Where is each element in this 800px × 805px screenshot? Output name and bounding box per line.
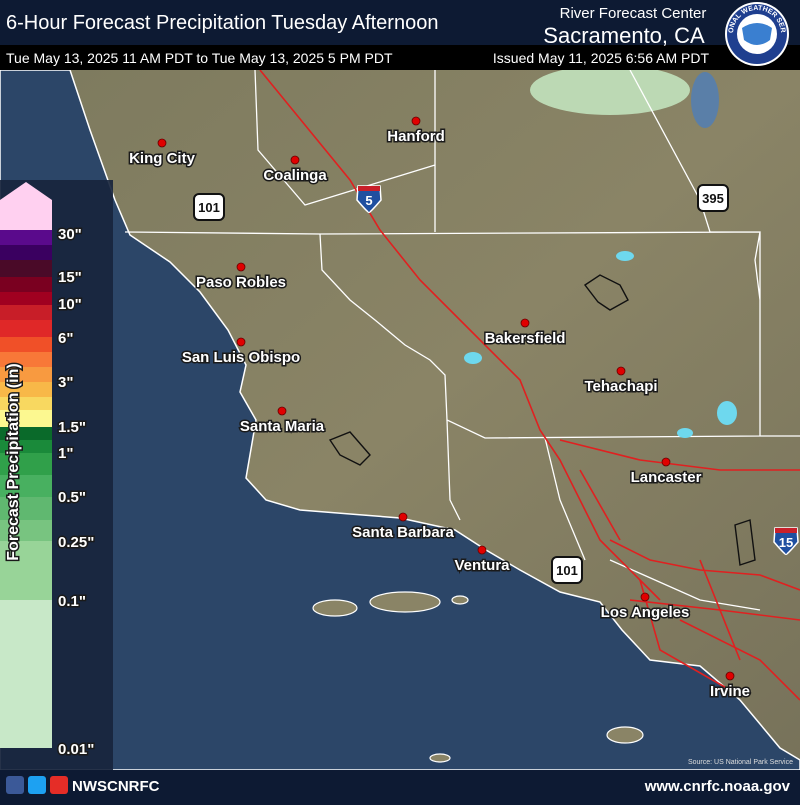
legend-label: 0.1" <box>58 593 86 610</box>
legend-swatch <box>0 292 52 305</box>
legend-swatch <box>0 260 52 277</box>
city-label: Irvine <box>710 683 750 700</box>
legend-title: Forecast Precipitation (in) <box>5 363 22 560</box>
city-dot <box>290 155 300 165</box>
shield-label: 395 <box>702 191 724 206</box>
city-dot <box>616 366 626 376</box>
interstate-band <box>358 186 380 191</box>
lakes-outline <box>328 274 756 566</box>
shield-label: 15 <box>779 535 793 550</box>
legend-swatch <box>0 427 52 440</box>
twitter-icon[interactable] <box>28 776 46 794</box>
legend-label: 6" <box>58 330 73 347</box>
legend-label: 30" <box>58 226 82 243</box>
handle[interactable]: NWSCNRFC <box>72 778 160 795</box>
city-dot <box>725 671 735 681</box>
city-label: King City <box>129 150 195 167</box>
legend-label: 1.5" <box>58 419 86 436</box>
legend-swatch <box>0 541 52 600</box>
shield-label: 101 <box>556 563 578 578</box>
legend-swatch <box>0 277 52 292</box>
islands <box>312 591 644 763</box>
legend-swatch <box>0 382 52 397</box>
location: Sacramento, CA <box>543 23 705 48</box>
legend: 30" 15" 10" 6" 3" 1.5" 1" 0.5" 0.25" 0.1" 0.01" <box>0 182 96 760</box>
legend-swatch <box>0 367 52 382</box>
office: River Forecast Center <box>560 5 707 22</box>
city-label: Santa Maria <box>240 418 325 435</box>
legend-swatch <box>0 440 52 453</box>
legend-label: 3" <box>58 374 73 391</box>
legend-label: 0.01" <box>58 741 94 758</box>
valid-period: Tue May 13, 2025 11 AM PDT to Tue May 13… <box>6 50 393 66</box>
interstate-band <box>775 528 797 533</box>
lake <box>691 72 719 128</box>
footer-bar <box>0 770 800 800</box>
legend-swatch <box>0 320 52 337</box>
lake-area <box>530 65 690 115</box>
interstate-shield <box>356 185 382 213</box>
legend-swatch <box>0 230 52 245</box>
legend-swatch <box>0 475 52 497</box>
legend-swatch <box>0 352 52 367</box>
legend-swatch <box>0 453 52 475</box>
legend-swatch <box>0 600 52 748</box>
city-dot <box>661 457 671 467</box>
city-label: Lancaster <box>631 469 702 486</box>
legend-label: 1" <box>58 445 73 462</box>
city-dot <box>398 512 408 522</box>
issued: Issued May 11, 2025 6:56 AM PDT <box>493 50 710 66</box>
us-shield <box>551 556 583 584</box>
city-dot <box>277 406 287 416</box>
subheader-bar <box>0 45 800 70</box>
city-label: Santa Barbara <box>352 524 454 541</box>
legend-swatch <box>0 497 52 520</box>
city-dot <box>477 545 487 555</box>
legend-swatch <box>0 245 52 260</box>
title: 6-Hour Forecast Precipitation Tuesday Af… <box>6 12 438 34</box>
city-dot <box>640 592 650 602</box>
us-shield <box>193 193 225 221</box>
city-dot <box>236 337 246 347</box>
url[interactable]: www.cnrfc.noaa.gov <box>644 778 791 795</box>
shield-label: 5 <box>365 193 372 208</box>
interstate-shield <box>773 527 799 555</box>
city-label: Tehachapi <box>584 378 657 395</box>
roads <box>259 69 800 701</box>
youtube-icon[interactable] <box>50 776 68 794</box>
shield-label: 101 <box>198 200 220 215</box>
legend-swatch <box>0 337 52 352</box>
us-shield <box>697 184 729 212</box>
city-label: Ventura <box>454 557 510 574</box>
city-label: Paso Robles <box>196 274 286 291</box>
city-label: Hanford <box>387 128 445 145</box>
legend-arrow <box>0 182 52 230</box>
shields: 101 5 395 101 15 <box>193 184 799 584</box>
legend-label: 10" <box>58 296 82 313</box>
source: Source: US National Park Service <box>688 759 793 766</box>
cities: King City Coalinga Hanford Paso Robles San L… <box>128 116 752 702</box>
legend-label: 0.5" <box>58 489 86 506</box>
city-label: Coalinga <box>263 167 327 184</box>
reservoirs <box>464 251 737 438</box>
city-dot <box>411 116 421 126</box>
city-dot <box>520 318 530 328</box>
legend-swatch <box>0 397 52 410</box>
legend-label: 15" <box>58 269 82 286</box>
facebook-icon[interactable] <box>6 776 24 794</box>
header-bar <box>0 0 800 45</box>
legend-swatch <box>0 305 52 320</box>
city-dot <box>157 138 167 148</box>
legend-swatch <box>0 410 52 427</box>
city-label: Los Angeles <box>601 604 690 621</box>
city-label: Bakersfield <box>485 330 566 347</box>
city-dot <box>236 262 246 272</box>
legend-swatch <box>0 520 52 541</box>
legend-label: 0.25" <box>58 534 94 551</box>
ocean <box>0 69 800 771</box>
city-label: San Luis Obispo <box>182 349 300 366</box>
